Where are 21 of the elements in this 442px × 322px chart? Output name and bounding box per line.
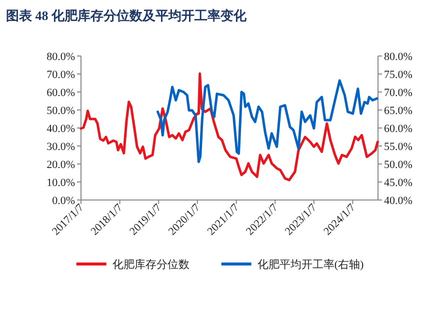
title: 图表 48 化肥库存分位数及平均开工率变化 xyxy=(6,8,246,23)
y2-tick-label: 65.0% xyxy=(384,105,412,117)
y-tick-label: 80.0% xyxy=(46,51,75,63)
y-tick-label: 70.0% xyxy=(46,69,75,81)
legend-label: 化肥库存分位数 xyxy=(112,258,190,271)
y-tick-label: 20.0% xyxy=(46,159,75,171)
y2-tick-label: 50.0% xyxy=(384,159,412,171)
y-tick-label: 0.0% xyxy=(52,195,75,207)
y2-tick-label: 70.0% xyxy=(384,87,412,99)
y2-tick-label: 80.0% xyxy=(384,51,412,63)
y-tick-label: 50.0% xyxy=(46,105,75,117)
y-tick-label: 30.0% xyxy=(46,141,75,153)
y2-tick-label: 75.0% xyxy=(384,69,412,81)
y-tick-label: 10.0% xyxy=(46,177,75,189)
y2-tick-label: 40.0% xyxy=(384,195,412,207)
legend-label: 化肥平均开工率(右轴) xyxy=(257,258,364,271)
y2-tick-label: 45.0% xyxy=(384,177,412,189)
y-tick-label: 40.0% xyxy=(46,123,75,135)
y2-tick-label: 55.0% xyxy=(384,141,412,153)
y-tick-label: 60.0% xyxy=(46,87,75,99)
y2-tick-label: 60.0% xyxy=(384,123,412,135)
